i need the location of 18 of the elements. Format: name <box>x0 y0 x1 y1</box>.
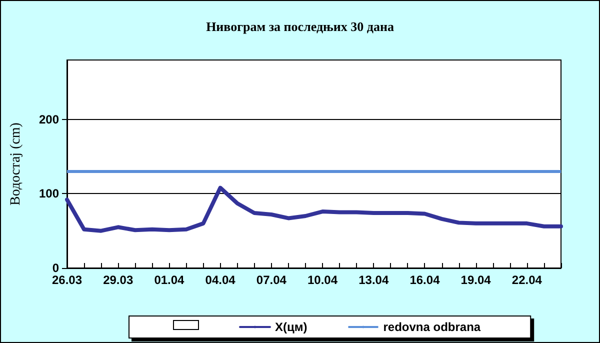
y-tick-label: 100 <box>38 186 60 201</box>
chart-title: Нивограм за последњих 30 дана <box>206 19 394 34</box>
y-tick-label: 200 <box>38 112 60 126</box>
x-tick-label: 07.04 <box>256 273 287 287</box>
line-series <box>65 186 563 233</box>
legend-label: redovna odbrana <box>383 320 481 334</box>
x-tick-label: 29.03 <box>103 273 134 287</box>
y-axis-title: Водостај (cm) <box>8 122 24 206</box>
x-tick-label: 01.04 <box>154 273 185 287</box>
x-tick-label: 04.04 <box>205 273 236 287</box>
x-tick-label: 19.04 <box>460 273 492 287</box>
x-tick-label: 22.04 <box>512 273 542 287</box>
legend-label: X(цм) <box>275 320 308 334</box>
x-tick-label: 26.03 <box>52 273 82 287</box>
x-tick-label: 13.04 <box>358 273 389 287</box>
y-tick-label: 0 <box>52 261 60 275</box>
x-tick-label: 10.04 <box>308 273 338 287</box>
x-tick-label: 16.04 <box>410 273 440 287</box>
